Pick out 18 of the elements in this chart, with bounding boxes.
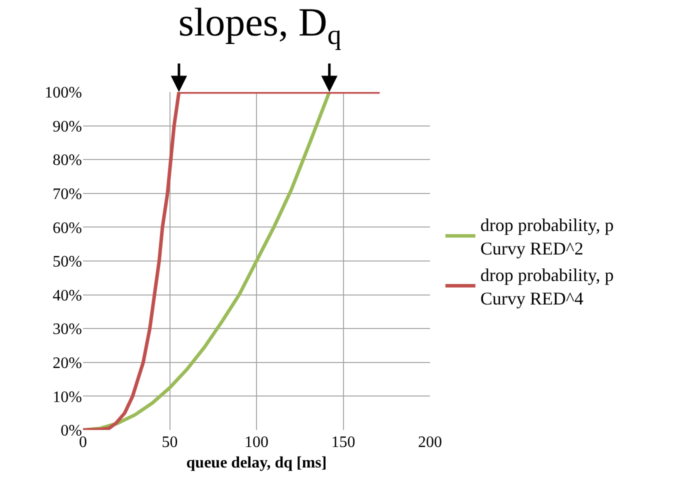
x-tick-label: 200 — [418, 434, 442, 451]
y-tick-label: 90% — [52, 118, 82, 136]
y-tick-label: 70% — [52, 186, 82, 203]
y-tick-label: 40% — [52, 287, 82, 304]
y-tick-label: 50% — [52, 254, 82, 271]
x-tick-label: 150 — [331, 434, 356, 451]
y-tick-label: 80% — [52, 152, 82, 170]
x-axis-title: queue delay, dq [ms] — [186, 454, 327, 472]
y-tick-label: 10% — [52, 388, 82, 406]
legend-label: drop probability, p Curvy RED^4 — [480, 265, 614, 308]
y-tick-label: 60% — [52, 220, 82, 237]
y-tick-label: 100% — [44, 84, 82, 102]
x-tick-label: 50 — [162, 434, 178, 451]
y-tick-label: 30% — [52, 321, 82, 338]
x-tick-label: 100 — [244, 434, 268, 451]
x-tick-label: 0 — [79, 434, 87, 451]
chart-title: slopes, D$_{q}$ — [178, 0, 342, 51]
y-tick-label: 20% — [52, 355, 82, 372]
